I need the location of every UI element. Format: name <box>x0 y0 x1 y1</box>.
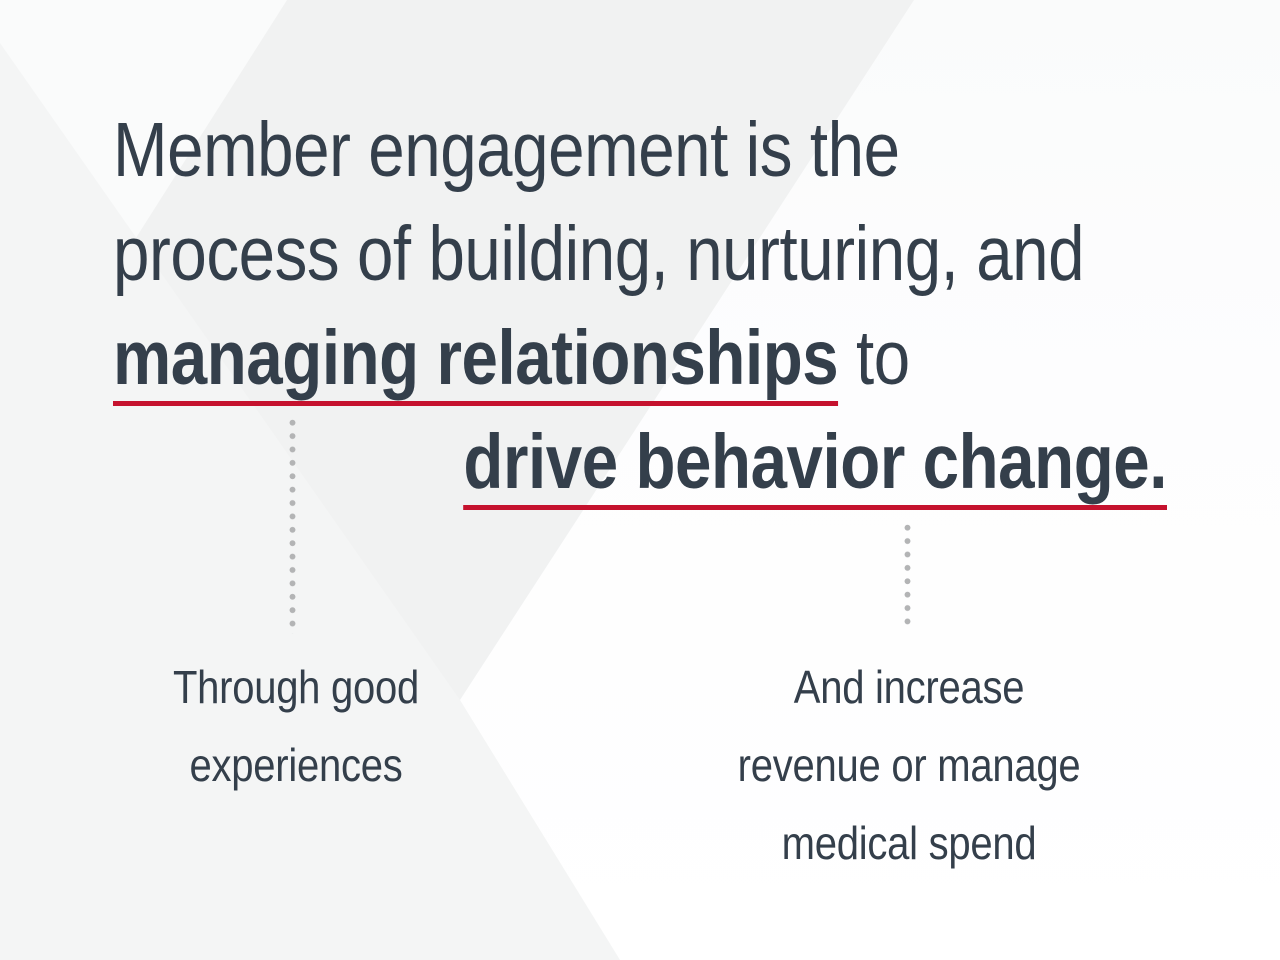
callout-left-line-1: Through good <box>172 661 420 713</box>
heading-emphasis-managing-relationships: managing relationships <box>113 318 839 406</box>
heading-emphasis-drive-behavior-change: drive behavior change. <box>463 422 1167 510</box>
heading-line-2: process of building, nurturing, and <box>113 211 1085 297</box>
heading-line-3: managing relationships to <box>113 306 1167 410</box>
dotted-connector-right <box>901 521 914 629</box>
callout-right-line-2: revenue or manage <box>737 739 1081 791</box>
callout-right-line-1: And increase <box>793 661 1025 713</box>
heading-line-1: Member engagement is the <box>113 107 900 193</box>
heading-line-3-rest: to <box>838 315 910 401</box>
callout-left-line-2: experiences <box>189 739 403 791</box>
callout-through-good-experiences: Through good experiences <box>79 648 514 804</box>
dotted-connector-left <box>286 416 299 634</box>
callout-right-line-3: medical spend <box>781 817 1037 869</box>
heading: Member engagement is the process of buil… <box>113 98 1167 514</box>
callout-increase-revenue-manage-spend: And increase revenue or manage medical s… <box>692 648 1127 882</box>
heading-line-4: drive behavior change. <box>113 410 1167 514</box>
